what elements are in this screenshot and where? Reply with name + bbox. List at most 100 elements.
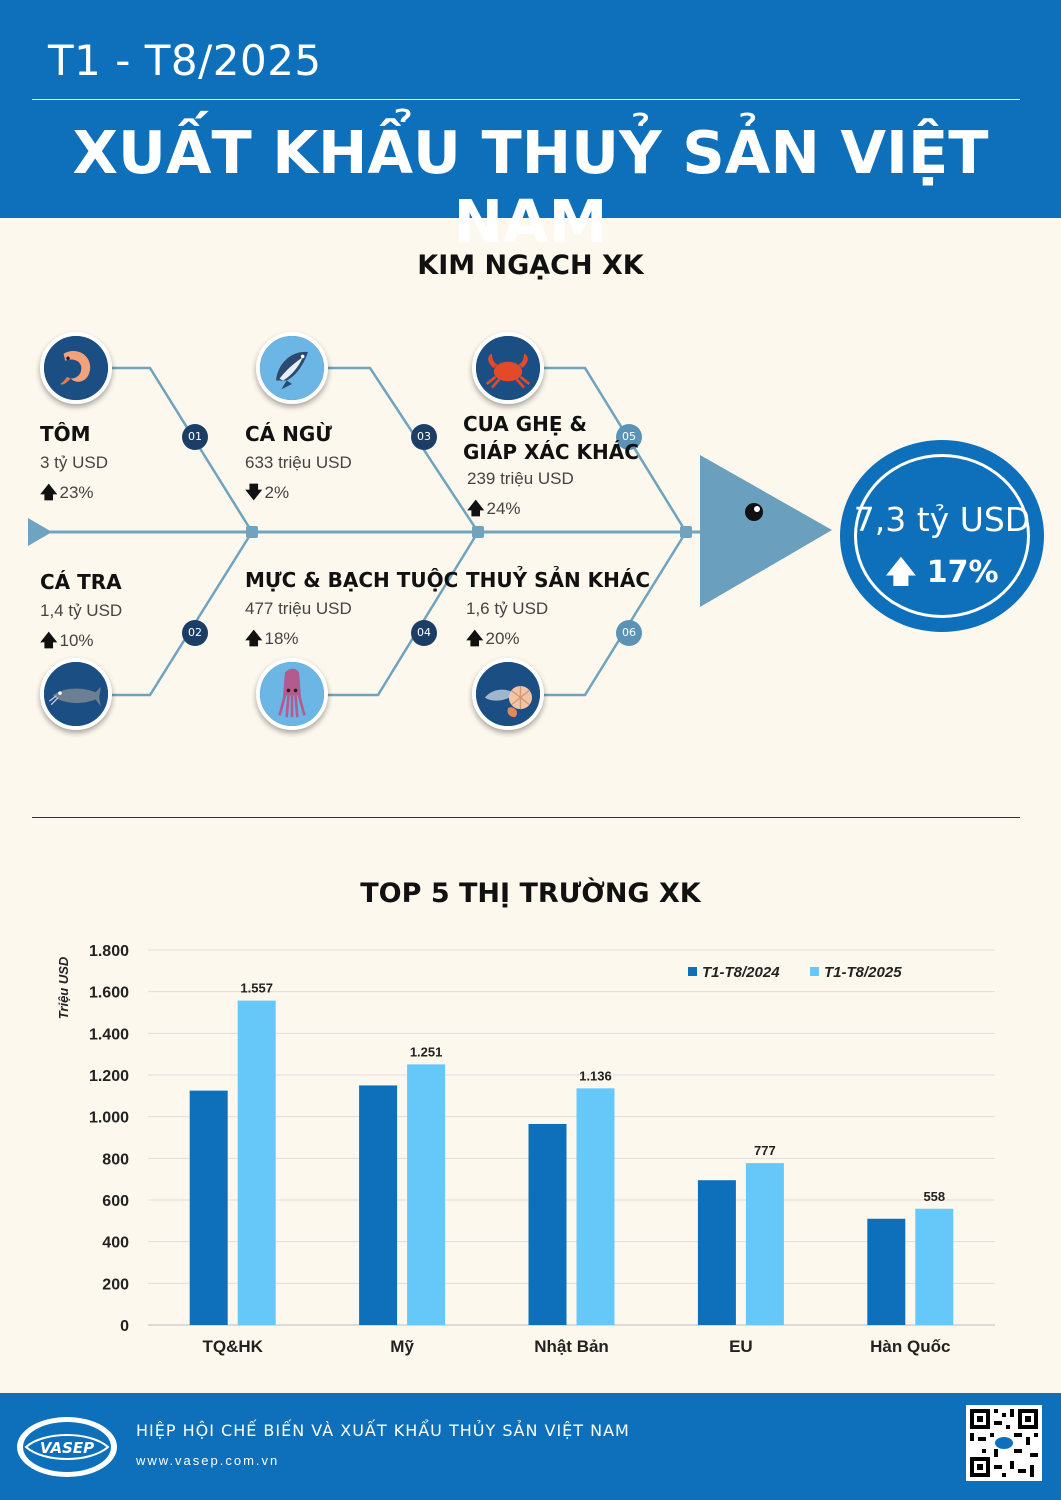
joint-1 — [246, 526, 258, 538]
y-axis-label: Triệu USD — [56, 956, 71, 1019]
legend-swatch — [810, 967, 819, 976]
fishbone-lines — [28, 366, 832, 697]
tuna-icon — [256, 332, 328, 404]
bar-2025 — [745, 1163, 784, 1325]
x-tick-label: EU — [729, 1337, 753, 1356]
arrow-down-icon: 🡇 — [245, 483, 263, 502]
x-tick-label: TQ&HK — [202, 1337, 263, 1356]
organization-name: HIỆP HỘI CHẾ BIẾN VÀ XUẤT KHẨU THỦY SẢN … — [136, 1421, 630, 1440]
fish-head — [700, 455, 832, 607]
category-change: 🡇 2% — [245, 483, 290, 502]
bar-2024 — [189, 1090, 228, 1325]
bar-2024 — [359, 1085, 398, 1325]
category-name-line2: GIÁP XÁC KHÁC — [463, 440, 639, 464]
squid-icon — [256, 658, 328, 730]
data-label: 777 — [754, 1143, 776, 1158]
category-value: 3 tỷ USD — [40, 453, 109, 472]
bar-2025 — [407, 1064, 446, 1325]
category-tuna: CÁ NGỪ 633 triệu USD 🡇 2% — [245, 420, 352, 506]
category-name: CUA GHẸ & — [463, 412, 587, 436]
tail-arrow — [28, 518, 52, 546]
category-change: 🡅 20% — [466, 629, 520, 648]
bar-chart-svg: 0 200 400 600 800 1.000 1.200 1.400 1.600 1.800 Tr… — [56, 943, 995, 1356]
data-label: 1.136 — [579, 1068, 612, 1083]
category-name: MỰC & BẠCH TUỘC — [245, 568, 459, 592]
category-other-seafood: THUỶ SẢN KHÁC 1,6 tỷ USD 🡅 20% — [466, 566, 650, 652]
category-value: 477 triệu USD — [245, 599, 352, 618]
category-name: TÔM — [40, 422, 91, 446]
export-value-title: KIM NGẠCH XK — [417, 250, 644, 281]
badge-05: 05 — [616, 424, 642, 450]
bone-03 — [325, 366, 480, 533]
top-markets-chart: 0 200 400 600 800 1.000 1.200 1.400 1.600 1.800 Tr… — [40, 930, 1020, 1370]
x-tick-label: Hàn Quốc — [870, 1337, 950, 1356]
category-value: 239 triệu USD — [467, 469, 574, 488]
joint-3 — [680, 526, 692, 538]
category-name: CÁ TRA — [40, 570, 122, 594]
arrow-up-icon: 🡅 — [245, 629, 263, 648]
category-squid: MỰC & BẠCH TUỘC 477 triệu USD 🡅 18% — [245, 566, 458, 652]
y-tick-label: 1.000 — [89, 1110, 129, 1127]
category-name: THUỶ SẢN KHÁC — [466, 568, 651, 592]
bar-2025 — [237, 1000, 276, 1325]
logo-lettering: VASEP — [40, 1439, 94, 1457]
period-label: T1 - T8/2025 — [48, 36, 322, 85]
arrow-up-icon: 🡅 — [467, 499, 485, 518]
y-tick-label: 1.200 — [89, 1068, 129, 1085]
total-value: 7,3 tỷ USD — [853, 500, 1031, 539]
category-value: 1,4 tỷ USD — [40, 601, 123, 620]
category-change: 🡅 18% — [245, 629, 299, 648]
y-tick-label: 400 — [102, 1235, 129, 1252]
x-tick-label: Nhật Bản — [534, 1337, 609, 1356]
page-title: XUẤT KHẨU THUỶ SẢN VIỆT NAM — [72, 118, 989, 256]
catfish-icon — [40, 658, 112, 730]
y-tick-label: 1.800 — [89, 943, 129, 960]
arrow-up-icon: 🡅 — [466, 629, 484, 648]
category-shrimp: TÔM 3 tỷ USD 🡅 23% — [40, 420, 108, 506]
category-change: 🡅 10% — [40, 631, 94, 650]
badge-01: 01 — [182, 424, 208, 450]
category-crab: CUA GHẸ & GIÁP XÁC KHÁC 239 triệu USD 🡅 2… — [463, 410, 639, 522]
top-markets-title: TOP 5 THỊ TRƯỜNG XK — [360, 878, 701, 909]
category-name: CÁ NGỪ — [245, 422, 332, 446]
seafood-icon — [472, 658, 544, 730]
fish-eye — [745, 503, 763, 521]
qr-code-icon — [966, 1405, 1042, 1481]
bone-04 — [325, 531, 480, 697]
arrow-up-icon: 🡅 — [40, 483, 58, 502]
bone-01 — [110, 366, 254, 533]
website-link[interactable]: www.vasep.com.vn — [136, 1453, 280, 1468]
badge-04: 04 — [411, 620, 437, 646]
y-tick-label: 600 — [102, 1193, 129, 1210]
badge-02: 02 — [182, 620, 208, 646]
footer-banner: VASEP HIỆP HỘI CHẾ BIẾN VÀ XUẤT KHẨU THỦ… — [0, 1393, 1061, 1500]
shrimp-icon — [40, 332, 112, 404]
bar-2024 — [528, 1123, 567, 1325]
vasep-logo-icon: VASEP — [17, 1417, 117, 1477]
y-tick-label: 1.400 — [89, 1026, 129, 1043]
y-tick-label: 800 — [102, 1151, 129, 1168]
bone-06 — [542, 531, 688, 697]
total-export-circle: 7,3 tỷ USD 🡅 17% — [840, 440, 1044, 632]
category-value: 633 triệu USD — [245, 453, 352, 472]
bar-2024 — [697, 1180, 736, 1325]
crab-icon — [472, 332, 544, 404]
bone-02 — [110, 531, 254, 697]
header-banner: T1 - T8/2025 XUẤT KHẨU THUỶ SẢN VIỆT NAM — [0, 0, 1061, 256]
header-divider — [32, 99, 1020, 100]
arrow-up-icon: 🡅 — [40, 631, 58, 650]
category-value: 1,6 tỷ USD — [466, 599, 549, 618]
joint-2 — [472, 526, 484, 538]
data-label: 558 — [923, 1189, 945, 1204]
arrow-up-icon: 🡅 — [885, 555, 917, 590]
legend-label: T1-T8/2025 — [824, 964, 902, 981]
data-label: 1.251 — [410, 1044, 443, 1059]
data-label: 1.557 — [240, 981, 273, 996]
x-tick-label: Mỹ — [390, 1337, 414, 1356]
y-tick-label: 1.600 — [89, 985, 129, 1002]
bar-2024 — [867, 1218, 906, 1325]
legend-label: T1-T8/2024 — [702, 964, 780, 981]
legend-swatch — [688, 967, 697, 976]
y-tick-label: 200 — [102, 1276, 129, 1293]
badge-06: 06 — [616, 620, 642, 646]
